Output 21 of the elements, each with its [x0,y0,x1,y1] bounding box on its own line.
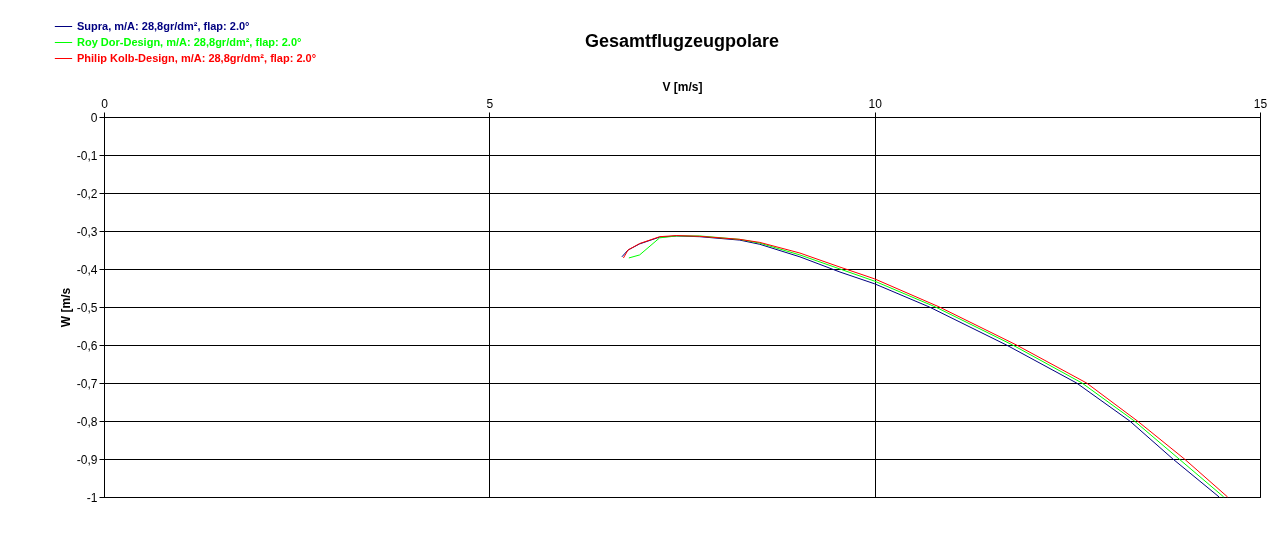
y-tick-label: -0,3 [76,224,98,239]
x-tick-label: 10 [868,96,883,111]
y-tick-label: -0,2 [76,186,98,201]
legend-label: Supra, m/A: 28,8gr/dm², flap: 2.0° [77,19,250,32]
x-axis-title: V [m/s] [662,79,703,94]
y-tick-label: -0,8 [76,414,98,429]
y-tick-label: -1 [86,490,98,505]
x-tick-label: 15 [1253,96,1268,111]
y-tick-label: -0,6 [76,338,98,353]
y-tick-label: 0 [90,110,98,125]
legend-label: Philip Kolb-Design, m/A: 28,8gr/dm², flap: 2.0° [77,51,317,64]
y-axis-title: W [m/s [58,287,73,328]
y-tick-label: -0,1 [76,148,98,163]
legend-label: Roy Dor-Design, m/A: 28,8gr/dm², flap: 2.0° [77,35,302,48]
y-tick-label: -0,4 [76,262,98,277]
x-tick-label: 5 [486,96,494,111]
chart-title: Gesamtflugzeugpolare [584,31,780,51]
x-tick-label: 0 [101,96,109,111]
y-tick-label: -0,5 [76,300,98,315]
y-tick-label: -0,9 [76,452,98,467]
y-tick-label: -0,7 [76,376,98,391]
